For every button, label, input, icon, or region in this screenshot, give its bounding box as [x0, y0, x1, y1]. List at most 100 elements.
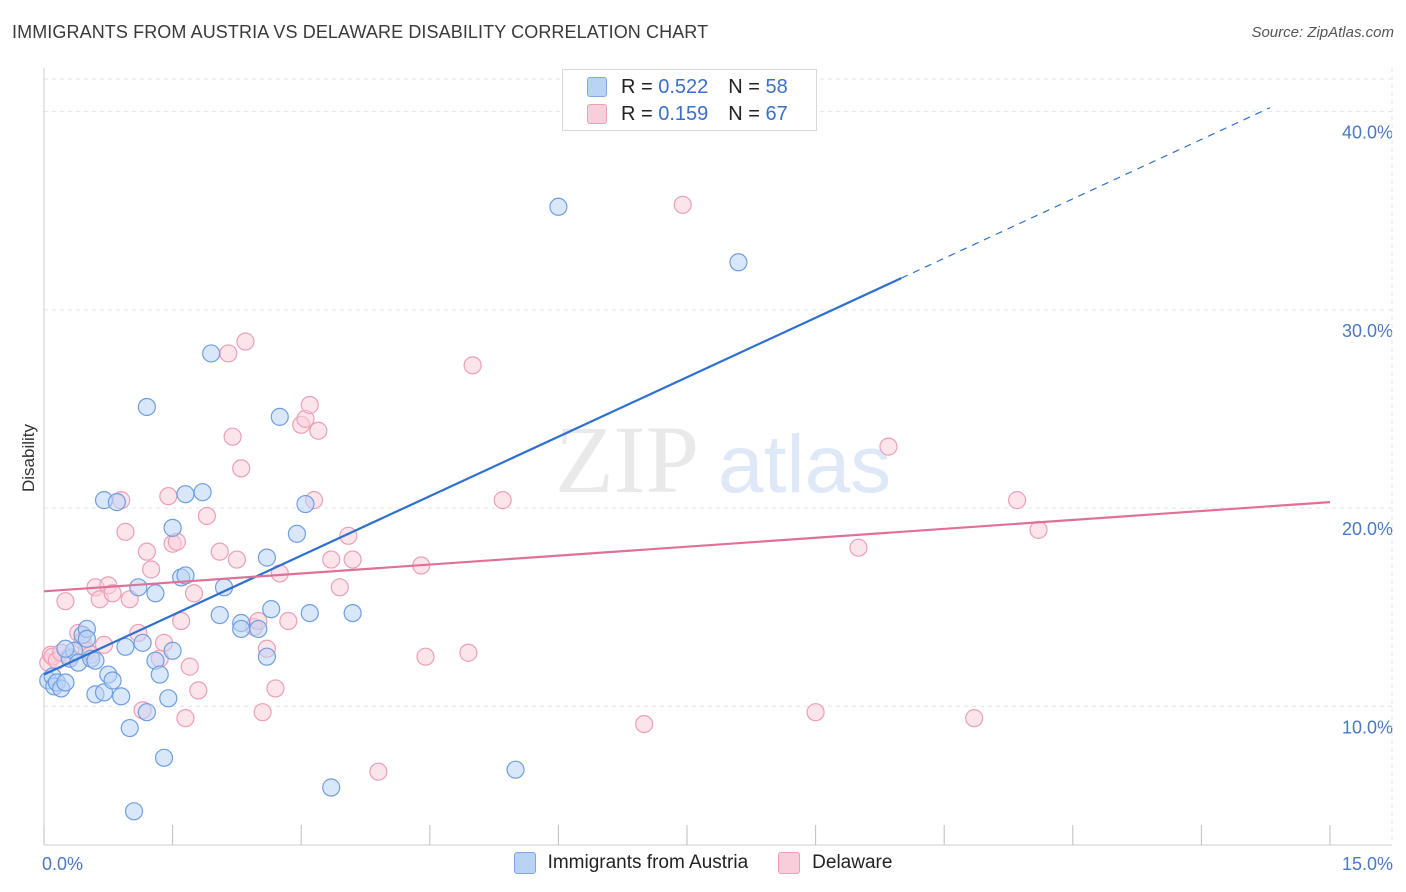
delaware-point [493, 491, 512, 510]
delaware-point [343, 550, 362, 569]
austria-point [137, 397, 156, 417]
y-axis-label: Disability [19, 423, 38, 492]
delaware-point [159, 487, 178, 506]
delaware-point [673, 195, 692, 214]
delaware-point [180, 657, 199, 676]
delaware-point [184, 584, 204, 603]
austria-point [322, 778, 341, 797]
delaware-point [849, 538, 868, 557]
austria-point [116, 637, 135, 656]
delaware-point [232, 459, 251, 478]
delaware-point [300, 395, 319, 415]
legend-r-value: 0.522 [658, 75, 709, 98]
austria-point [133, 633, 152, 652]
delaware-point [266, 679, 285, 698]
austria-point [176, 485, 195, 504]
x-tick-label-max: 15.0% [1342, 854, 1393, 874]
austria-point [150, 665, 169, 684]
axes: 10.0% 20.0% 30.0% 40.0% 0.0% 15.0% [42, 68, 1393, 874]
delaware-point [309, 421, 328, 440]
austria-point [257, 548, 277, 567]
austria-trend-line [43, 277, 902, 676]
legend-item-austria: Immigrants from Austria [513, 852, 749, 874]
austria-point [549, 197, 568, 216]
delaware-point [103, 584, 122, 603]
y-tick-label: 20.0% [1342, 519, 1393, 539]
austria-point [129, 578, 148, 597]
delaware-point [806, 703, 825, 722]
delaware-point [635, 714, 654, 734]
austria-point [77, 629, 96, 648]
legend-label-austria: Immigrants from Austria [547, 852, 749, 873]
watermark-zip: ZIP [555, 406, 699, 513]
austria-point [296, 494, 315, 514]
legend-row-austria: R = 0.522 N = 58 [587, 74, 788, 100]
delaware-point [322, 550, 341, 569]
source-credit: Source: ZipAtlas.com [1251, 24, 1394, 41]
austria-point [86, 651, 105, 670]
legend-n-label: N = [728, 102, 760, 125]
austria-point [287, 524, 307, 543]
delaware-point [210, 542, 229, 561]
delaware-point [56, 592, 75, 611]
gridlines [44, 78, 1392, 707]
x-tick-label-min: 0.0% [42, 854, 83, 874]
delaware-point [142, 560, 161, 579]
austria-point [56, 639, 75, 658]
austria-point [300, 603, 319, 623]
austria-point [232, 619, 251, 639]
austria-point [193, 483, 212, 502]
series-legend: Immigrants from Austria Delaware [0, 852, 1406, 874]
stats-legend: R = 0.522 N = 58 R = 0.159 N = 67 [562, 69, 817, 131]
delaware-point [189, 681, 208, 700]
delaware-point [236, 332, 255, 351]
austria-point [146, 584, 165, 603]
austria-point [163, 641, 182, 660]
chart-title: IMMIGRANTS FROM AUSTRIA VS DELAWARE DISA… [12, 22, 709, 42]
delaware-point [197, 506, 216, 526]
delaware-point [227, 550, 246, 569]
delaware-point [369, 762, 388, 781]
austria-point [262, 600, 281, 619]
legend-row-delaware: R = 0.159 N = 67 [587, 101, 788, 127]
austria-point [202, 344, 221, 363]
legend-n-value: 67 [765, 102, 788, 125]
legend-n-label: N = [728, 75, 760, 98]
y-tick-label: 40.0% [1342, 123, 1393, 143]
legend-n-value: 58 [765, 75, 788, 98]
austria-point [729, 253, 748, 272]
austria-point [163, 518, 182, 537]
delaware-trend-line [43, 501, 1331, 593]
delaware-point [219, 344, 238, 363]
austria-point [343, 603, 362, 623]
austria-point [112, 687, 131, 706]
legend-swatch-austria [513, 852, 536, 874]
delaware-point [279, 611, 298, 631]
delaware-point [176, 709, 195, 728]
austria-points [39, 197, 748, 821]
delaware-point [116, 522, 135, 541]
austria-point [159, 689, 178, 708]
austria-point [120, 718, 139, 738]
austria-point [506, 760, 525, 779]
delaware-point [463, 356, 482, 375]
austria-point [56, 673, 75, 692]
delaware-point [330, 578, 349, 597]
austria-point [249, 619, 268, 639]
austria-point [107, 493, 126, 512]
delaware-point [137, 542, 156, 561]
austria-point [137, 703, 156, 722]
watermark: ZIP atlas [555, 406, 891, 513]
austria-point [154, 748, 174, 767]
delaware-points [39, 195, 1048, 781]
delaware-point [253, 703, 272, 722]
delaware-point [965, 709, 984, 728]
austria-point [257, 647, 277, 666]
delaware-point [1007, 491, 1027, 510]
legend-label-delaware: Delaware [812, 852, 893, 873]
y-tick-label: 30.0% [1342, 321, 1393, 341]
legend-swatch-blue [587, 77, 607, 97]
legend-item-delaware: Delaware [778, 852, 892, 874]
austria-trend-extension [901, 107, 1271, 279]
austria-point [124, 802, 144, 821]
